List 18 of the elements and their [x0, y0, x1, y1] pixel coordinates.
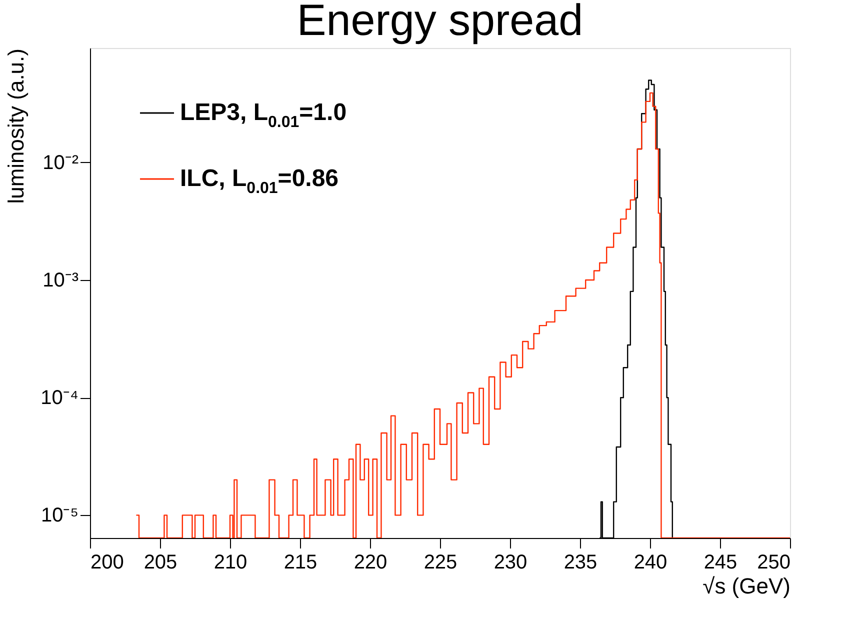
x-tick-label: 220 [354, 552, 388, 574]
x-axis-title: √s (GeV) [702, 574, 790, 598]
x-tick-label: 210 [214, 552, 248, 574]
x-tick-label: 225 [424, 552, 458, 574]
x-tick-label: 200 [90, 552, 124, 574]
y-tick-label: 10⁻⁵ [40, 504, 78, 527]
x-tick-label: 205 [144, 552, 178, 574]
y-tick-label: 10⁻³ [42, 270, 79, 292]
x-tick-label: 245 [704, 552, 738, 574]
x-tick-label: 230 [494, 552, 528, 574]
x-tick-label: 250 [757, 552, 790, 574]
y-tick-label: 10⁻² [42, 152, 79, 174]
y-tick-label: 10⁻⁴ [40, 387, 78, 410]
x-tick-label: 235 [564, 552, 598, 574]
x-tick-label: 240 [634, 552, 668, 574]
y-axis-title: luminosity (a.u.) [4, 48, 29, 204]
x-tick-label: 215 [284, 552, 318, 574]
chart-title: Energy spread [296, 0, 584, 45]
